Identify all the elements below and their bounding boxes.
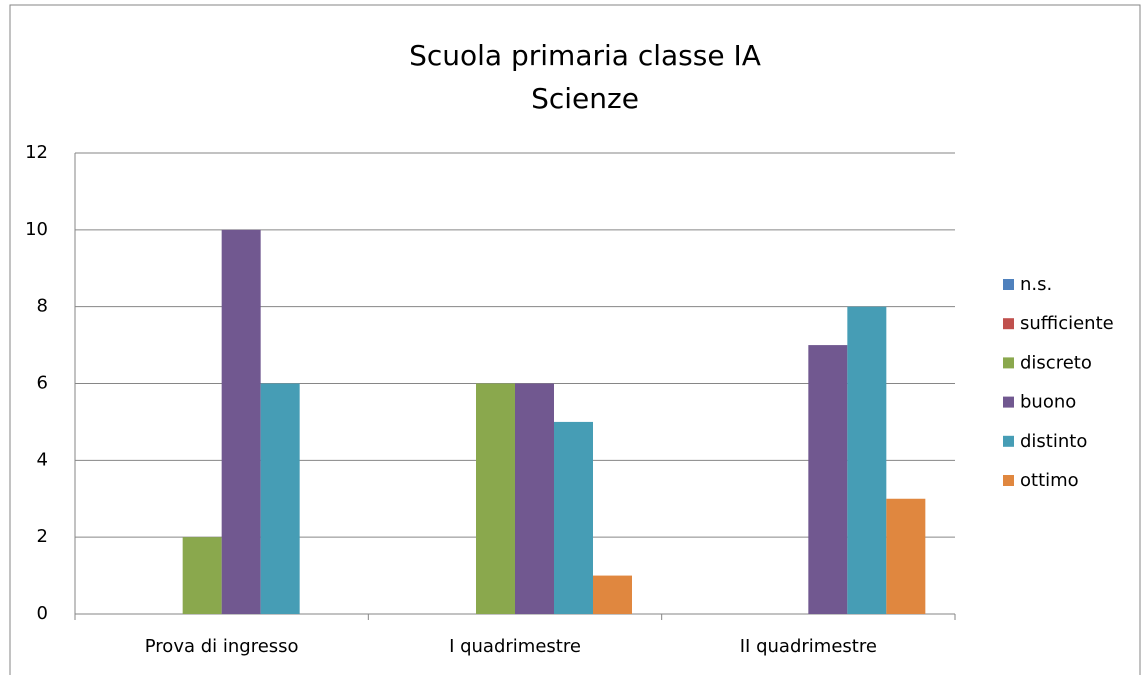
bar [808, 345, 848, 614]
legend-swatch [1003, 435, 1014, 447]
chart-border [9, 4, 1141, 675]
legend-label: ottimo [1020, 470, 1079, 491]
legend-label: discreto [1020, 352, 1092, 373]
bar [260, 383, 300, 614]
legend-label: n.s. [1020, 274, 1052, 295]
chart-title: Scuola primaria classe IA [409, 39, 761, 72]
bar [847, 306, 887, 614]
y-tick-label: 0 [37, 603, 48, 624]
y-tick-label: 12 [25, 142, 48, 163]
bar [886, 498, 926, 614]
bar [515, 383, 554, 614]
legend-label: buono [1020, 392, 1076, 413]
x-tick-label: I quadrimestre [449, 636, 581, 657]
x-tick-label: Prova di ingresso [145, 636, 299, 657]
bar [182, 537, 222, 614]
bar [593, 575, 632, 614]
y-tick-label: 4 [37, 449, 48, 470]
legend-swatch [1003, 396, 1014, 408]
legend-swatch [1003, 318, 1014, 330]
legend-swatch [1003, 475, 1014, 486]
bar [476, 383, 515, 614]
chart-subtitle: Scienze [531, 82, 639, 115]
y-tick-label: 8 [37, 296, 48, 317]
y-tick-label: 6 [37, 373, 48, 394]
legend-swatch [1003, 357, 1014, 369]
y-tick-label: 2 [37, 526, 48, 547]
legend-swatch [1003, 279, 1014, 290]
legend-label: distinto [1020, 431, 1087, 452]
legend-label: sufficiente [1020, 313, 1114, 334]
x-tick-label: II quadrimestre [740, 636, 877, 657]
y-tick-label: 10 [25, 219, 48, 240]
bar [554, 421, 593, 614]
bar [221, 229, 261, 615]
